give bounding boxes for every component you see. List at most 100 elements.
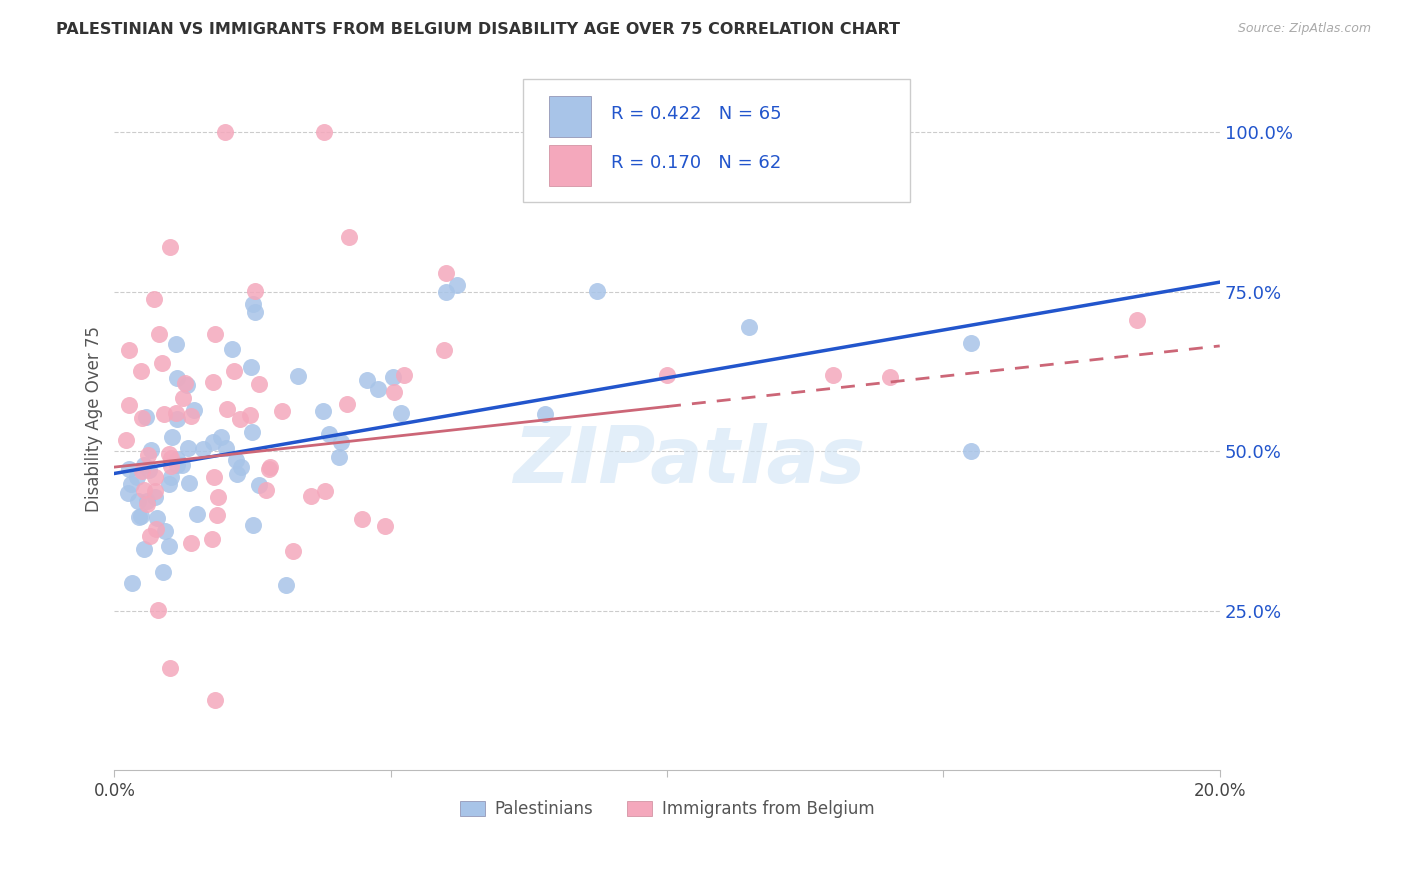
Point — [311, 404, 333, 418]
Point — [134, 458, 156, 473]
Point — [152, 566, 174, 580]
Point — [245, 285, 267, 299]
Point — [160, 430, 183, 444]
Point — [166, 371, 188, 385]
Point — [159, 661, 181, 675]
Point — [118, 462, 141, 476]
Point — [177, 441, 200, 455]
Point — [159, 447, 181, 461]
Point — [821, 368, 844, 382]
Point — [157, 539, 180, 553]
Point — [172, 392, 194, 406]
Point — [118, 398, 141, 412]
Point — [339, 230, 361, 244]
Point — [157, 476, 180, 491]
Point — [166, 412, 188, 426]
Point — [222, 364, 245, 378]
Point — [180, 409, 202, 423]
Point — [229, 411, 252, 425]
Point — [139, 529, 162, 543]
Point — [165, 406, 187, 420]
Point — [129, 508, 152, 523]
Point — [329, 435, 352, 450]
Point — [433, 343, 456, 358]
Point — [1126, 313, 1149, 327]
Point — [145, 522, 167, 536]
Point — [132, 541, 155, 556]
Point — [225, 453, 247, 467]
Point — [214, 442, 236, 456]
Point — [186, 507, 208, 521]
Point — [139, 442, 162, 457]
Point — [148, 327, 170, 342]
Point — [287, 368, 309, 383]
Point — [127, 494, 149, 508]
Point — [159, 240, 181, 254]
FancyBboxPatch shape — [523, 79, 910, 202]
Point — [737, 319, 759, 334]
Point — [382, 384, 405, 399]
Point — [201, 435, 224, 450]
Point — [121, 477, 143, 491]
Y-axis label: Disability Age Over 75: Disability Age Over 75 — [86, 326, 103, 512]
Point — [173, 376, 195, 390]
Point — [382, 370, 405, 384]
FancyBboxPatch shape — [548, 95, 591, 136]
Point — [242, 297, 264, 311]
Point — [254, 483, 277, 497]
Point — [121, 575, 143, 590]
Point — [115, 433, 138, 447]
Point — [242, 518, 264, 533]
Point — [118, 343, 141, 358]
Point — [374, 519, 396, 533]
Point — [180, 536, 202, 550]
Point — [205, 508, 228, 522]
Point — [127, 469, 149, 483]
Point — [132, 483, 155, 498]
Point — [239, 360, 262, 375]
Point — [207, 490, 229, 504]
Point — [201, 532, 224, 546]
Point — [135, 410, 157, 425]
Point — [274, 578, 297, 592]
Point — [172, 458, 194, 472]
Point — [314, 125, 336, 139]
Point — [281, 543, 304, 558]
Point — [434, 285, 457, 299]
Point — [229, 459, 252, 474]
Point — [879, 370, 901, 384]
Point — [138, 463, 160, 477]
Point — [143, 483, 166, 498]
Point — [270, 404, 292, 418]
Point — [153, 407, 176, 421]
Point — [201, 375, 224, 389]
Point — [204, 326, 226, 341]
Point — [183, 403, 205, 417]
Point — [160, 470, 183, 484]
Point — [202, 470, 225, 484]
Point — [257, 462, 280, 476]
Point — [247, 478, 270, 492]
Point — [960, 444, 983, 458]
Point — [146, 603, 169, 617]
Point — [166, 458, 188, 473]
Point — [239, 409, 262, 423]
Point — [226, 467, 249, 482]
Point — [392, 368, 415, 383]
Point — [176, 377, 198, 392]
Point — [214, 125, 236, 139]
Point — [191, 442, 214, 456]
Point — [352, 512, 374, 526]
Point — [160, 450, 183, 465]
Point — [204, 693, 226, 707]
Text: PALESTINIAN VS IMMIGRANTS FROM BELGIUM DISABILITY AGE OVER 75 CORRELATION CHART: PALESTINIAN VS IMMIGRANTS FROM BELGIUM D… — [56, 22, 900, 37]
Point — [209, 430, 232, 444]
Point — [328, 450, 350, 465]
Point — [336, 397, 359, 411]
Point — [129, 363, 152, 377]
Text: R = 0.170   N = 62: R = 0.170 N = 62 — [610, 154, 780, 172]
Point — [299, 489, 322, 503]
Point — [136, 494, 159, 508]
Text: ZIPatlas: ZIPatlas — [513, 424, 865, 500]
Point — [131, 410, 153, 425]
